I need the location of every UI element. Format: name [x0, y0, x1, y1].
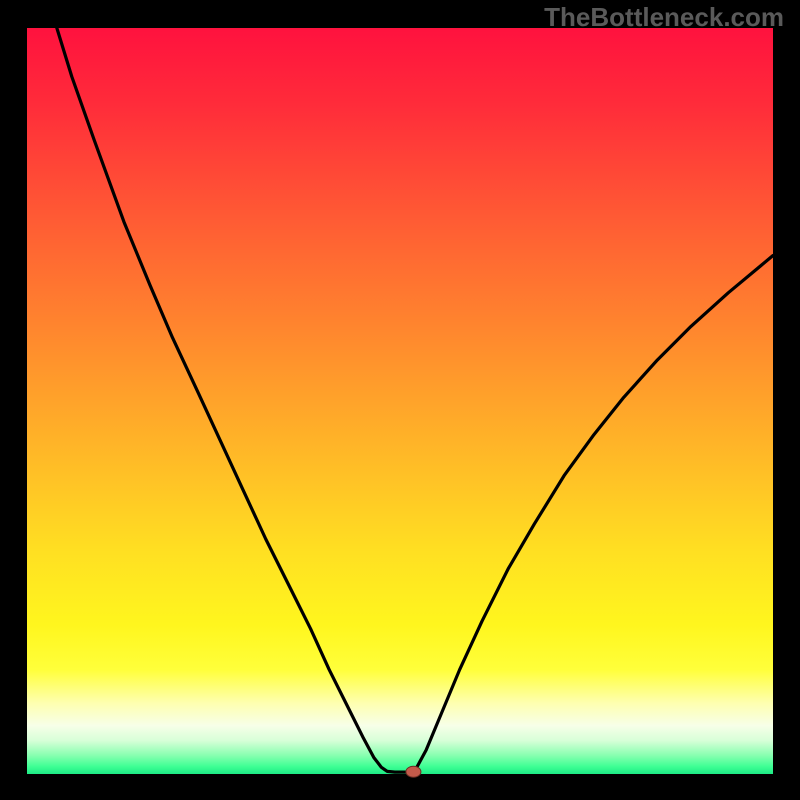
watermark-text: TheBottleneck.com [544, 2, 784, 33]
chart-wrapper: TheBottleneck.com [0, 0, 800, 800]
curve-layer [27, 28, 773, 774]
bottleneck-curve [57, 28, 773, 772]
plot-area [27, 28, 773, 774]
minimum-marker [406, 766, 421, 777]
